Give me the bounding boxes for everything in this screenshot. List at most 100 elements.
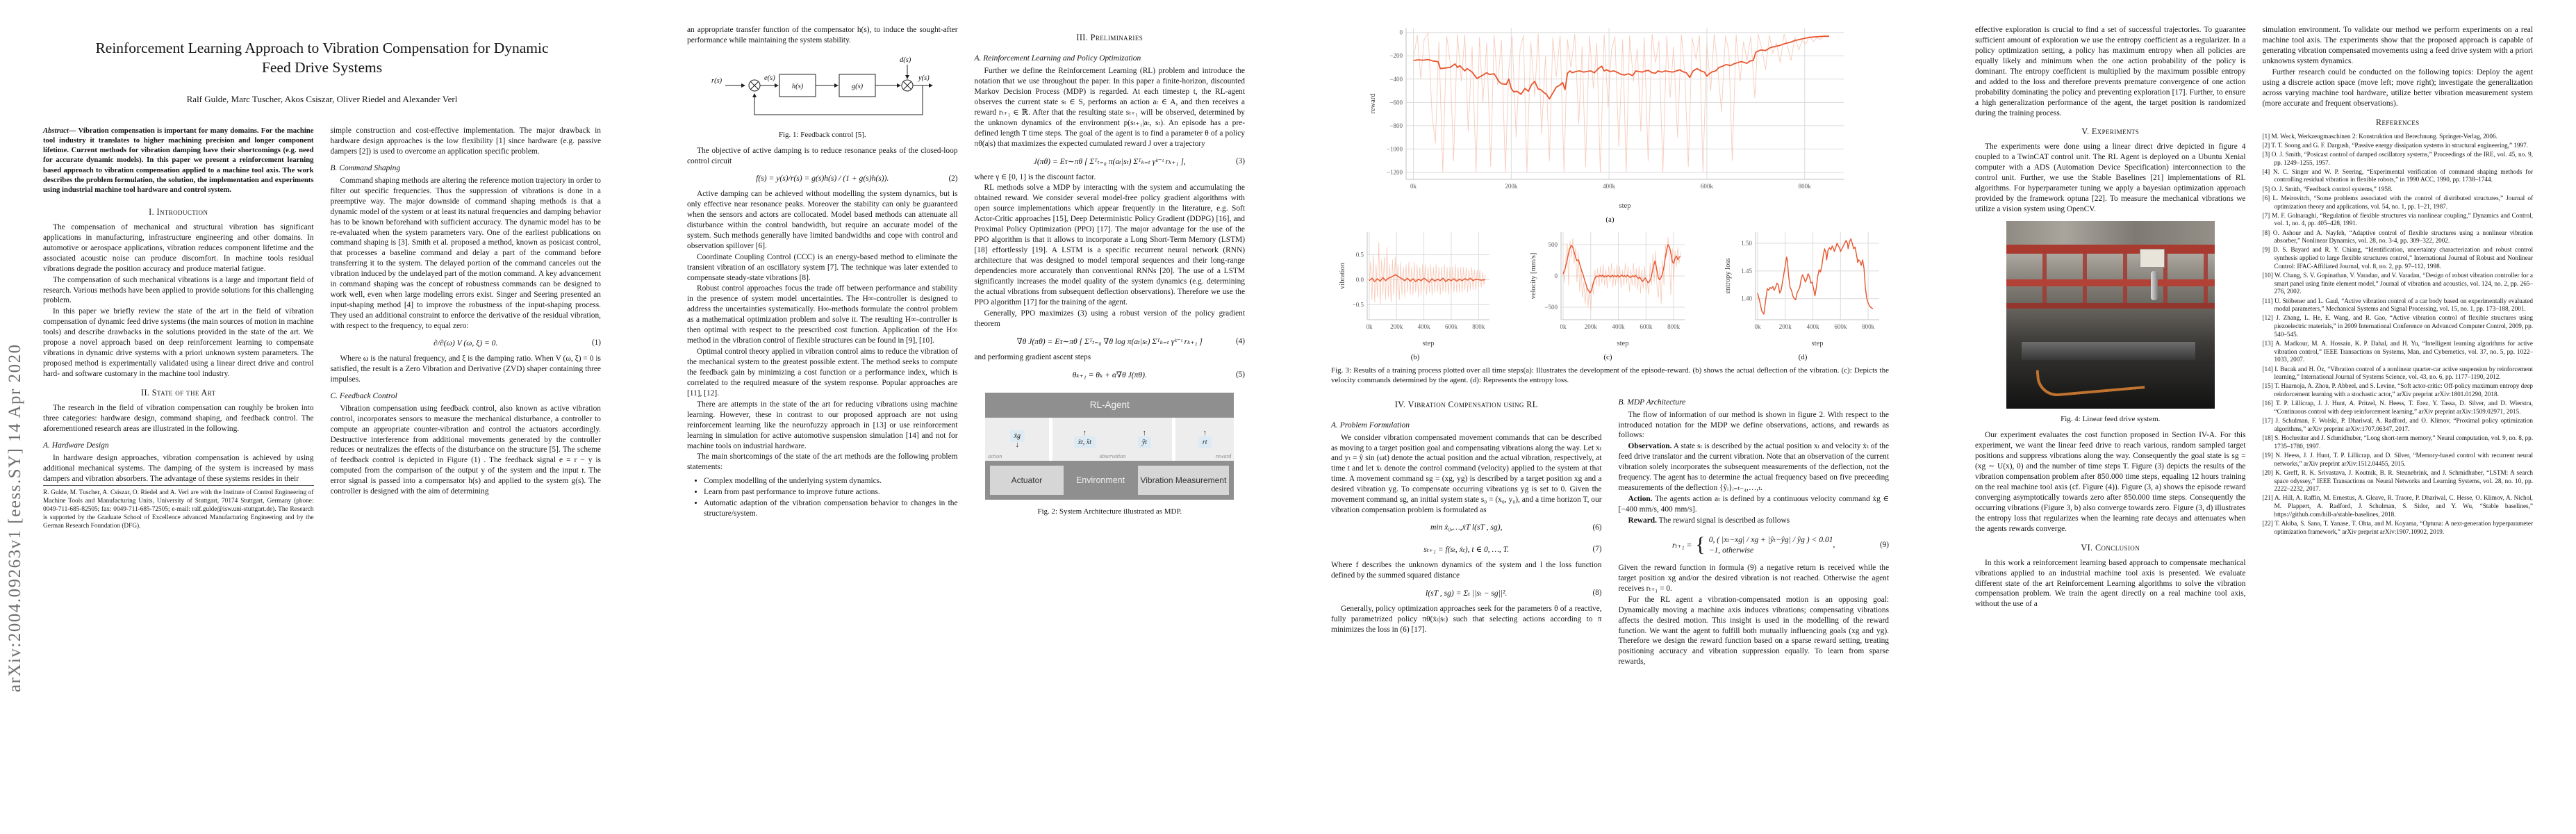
svg-text:600k: 600k [1445, 323, 1458, 330]
section-heading: III. Preliminaries [1076, 33, 1143, 42]
paragraph: Further research could be conducted on t… [2262, 67, 2534, 108]
svg-text:200k: 200k [1390, 323, 1403, 330]
reference-label: [16] [2262, 400, 2276, 407]
equation-body: sₜ₊₁ = f(sₜ, ẋₜ), t ∈ 0, …, T. [1423, 545, 1510, 555]
svg-text:−400: −400 [1389, 76, 1403, 83]
figure-2: RL-Agent ẋg ↓ action ↑ ẋt, ẍt ↑ ŷt obser… [985, 392, 1235, 500]
entropy-plot: 1.50 1.45 1.40 0k 200k 400k 600k 800k step entrop… [1722, 227, 1883, 351]
svg-text:step: step [1423, 340, 1435, 348]
reference-label: [1] [2262, 132, 2272, 140]
page4-column2: simulation environment. To validate our … [2263, 25, 2534, 610]
reference-item: [20] K. Greff, R. K. Srivastava, J. Kout… [2262, 468, 2534, 493]
reference-label: [17] [2262, 417, 2276, 425]
equation-number: (9) [1879, 540, 1889, 549]
fig1-label-r: r(s) [711, 77, 723, 85]
vibration-plot-wrap: 0.5 0.0 −0.5 0k 200k 400k 600k 800k step vibratio… [1337, 227, 1494, 361]
paragraph: RL methods solve a MDP by interacting wi… [974, 183, 1246, 306]
authors-line: Ralf Gulde, Marc Tuscher, Akos Csiszar, … [186, 94, 458, 105]
equation-body: l(sT , sg) = Σₜ ||sₜ − sg||². [1426, 588, 1508, 598]
paragraph: There are attempts in the state of the a… [687, 400, 958, 450]
paragraph: The main shortcomings of the state of th… [687, 452, 958, 472]
reference-item: [21] A. Hill, A. Raffin, M. Ernestus, A.… [2262, 494, 2534, 518]
reward-signal-box: rt [1198, 436, 1212, 448]
plot-b-svg: 0.5 0.0 −0.5 0k 200k 400k 600k 800k step vibratio… [1339, 232, 1489, 348]
svg-text:800k: 800k [1667, 323, 1681, 330]
reference-label: [2] [2262, 141, 2272, 149]
section-heading: II. State of the Art [141, 387, 216, 398]
equation-lhs: rₜ₊₁ = [1672, 540, 1692, 550]
photo-slide-rail [2021, 342, 2195, 360]
reference-item: [6] L. Meirovitch, “Some problems associ… [2262, 194, 2534, 210]
subsection-heading: A. Problem Formulation [1331, 420, 1410, 430]
equation-number: (3) [1235, 156, 1245, 165]
reward-zone-label: reward [1215, 452, 1232, 459]
svg-text:step: step [1617, 340, 1628, 348]
feedback-control-diagram: r(s) e(s) h(s) g(s) d(s) y(s) [711, 56, 933, 115]
equation-body: min ẋ₀,…,ẋT l(sT , sg), [1430, 523, 1503, 532]
photo-red-rail-2 [2006, 303, 2215, 309]
paragraph: We consider vibration compensated moveme… [1331, 433, 1602, 515]
equation-body: ∂/∂(ω) V (ω, ξ) = 0. [434, 338, 498, 348]
photo-cylinder [2150, 271, 2158, 300]
reference-item: [1] M. Weck, Werkzeugmaschinen 2: Konstr… [2262, 132, 2497, 140]
paragraph: Optimal control theory applied in vibrat… [687, 348, 958, 398]
equation-cases: 0, ( |xₜ−xg| / xg + |ŷₜ−ŷg| / ŷg ) < 0.0… [1709, 534, 1833, 555]
figure-1: r(s) e(s) h(s) g(s) d(s) y(s) [687, 54, 958, 124]
svg-text:vibration: vibration [1339, 262, 1346, 289]
reward-zone: ↑ rt reward [1175, 417, 1235, 461]
equation-number: (1) [591, 338, 601, 348]
paragraph: The compensation of such mechanical vibr… [43, 275, 314, 305]
section-heading: IV. Vibration Compensation using RL [1394, 399, 1538, 409]
paragraph: Generally, policy optimization approache… [1331, 604, 1602, 634]
rl-agent-box: RL-Agent [985, 392, 1235, 418]
svg-text:0k: 0k [1410, 183, 1417, 190]
reference-label: [22] [2262, 519, 2275, 527]
reference-item: [9] D. S. Bayard and R. Y. Chiang, “Iden… [2262, 246, 2534, 270]
equation-number: (2) [948, 174, 958, 183]
svg-text:0: 0 [1399, 29, 1403, 36]
equation-body: f(s) = y(s)/r(s) = g(s)h(s) / (1 + g(s)h… [756, 174, 889, 183]
svg-text:1.45: 1.45 [1741, 268, 1752, 275]
equation: ∂/∂(ω) V (ω, ξ) = 0. (1) [331, 338, 601, 348]
equation-case-row: 0, ( |xₜ−xg| / xg + |ŷₜ−ŷg| / ŷg ) < 0.0… [1708, 535, 1833, 545]
action-zone: ẋg ↓ action [985, 417, 1050, 461]
svg-text:600k: 600k [1700, 183, 1713, 190]
svg-text:600k: 600k [1834, 323, 1847, 330]
reference-item: [22] T. Akiba, S. Sano, T. Yanase, T. Oh… [2262, 519, 2534, 535]
paragraph: Observation. A state sₜ is described by … [1618, 442, 1890, 493]
reference-label: [13] [2262, 340, 2276, 347]
equation: J(πθ) = Eτ∼πθ [ Σᵀₜ₌₀ π(aₜ|sₜ) Σᵀₖ₌ₜ γᵏ⁻… [975, 156, 1245, 166]
subplot-label-a: (a) [1605, 215, 1615, 224]
svg-text:1.50: 1.50 [1741, 240, 1752, 247]
svg-text:−600: −600 [1389, 99, 1403, 106]
paragraph: simulation environment. To validate our … [2262, 26, 2534, 65]
page3-column2: B. MDP Architecture The flow of informati… [1619, 392, 1890, 669]
equation: θₖ₊₁ = θₖ + α∇θ J(πθ). (5) [975, 370, 1245, 379]
svg-text:800k: 800k [1798, 183, 1811, 190]
svg-text:reward: reward [1369, 93, 1377, 114]
abstract: Abstract— Vibration compensation is impo… [43, 126, 314, 194]
equation: rₜ₊₁ = {0, ( |xₜ−xg| / xg + |ŷₜ−ŷg| / ŷg… [1619, 533, 1889, 557]
equation: min ẋ₀,…,ẋT l(sT , sg), (6) [1331, 523, 1601, 532]
paragraph-lead: Action. [1628, 495, 1653, 504]
svg-text:−1200: −1200 [1386, 169, 1403, 176]
reference-label: [21] [2262, 494, 2275, 502]
section-heading: VI. Conclusion [2081, 542, 2140, 553]
paragraph: an appropriate transfer function of the … [687, 26, 958, 44]
paragraph: Robust control approaches focus the trad… [687, 284, 958, 345]
svg-text:−1000: −1000 [1386, 145, 1403, 152]
observation-zone: ↑ ẋt, ẍt ↑ ŷt observation [1052, 417, 1173, 461]
vibration-plot: 0.5 0.0 −0.5 0k 200k 400k 600k 800k step vibratio… [1337, 227, 1494, 351]
reference-item: [7] M. F. Golnaraghi, “Regulation of fle… [2262, 211, 2534, 227]
subsection-heading: A. Reinforcement Learning and Policy Opt… [974, 54, 1141, 63]
reference-label: [15] [2262, 382, 2274, 390]
subsection-heading: C. Feedback Control [330, 391, 397, 400]
photo-window-band [2006, 221, 2215, 245]
observation-signal-box-1: ẋt, ẍt [1073, 436, 1096, 448]
svg-text:0k: 0k [1754, 323, 1761, 330]
arrow-up-icon: ↑ [1082, 428, 1087, 437]
svg-text:800k: 800k [1472, 323, 1485, 330]
paragraph: simple construction and cost-effective i… [330, 126, 602, 156]
equation: f(s) = y(s)/r(s) = g(s)h(s) / (1 + g(s)h… [687, 174, 958, 183]
references-list: [1] M. Weck, Werkzeugmaschinen 2: Konstr… [2263, 133, 2534, 537]
